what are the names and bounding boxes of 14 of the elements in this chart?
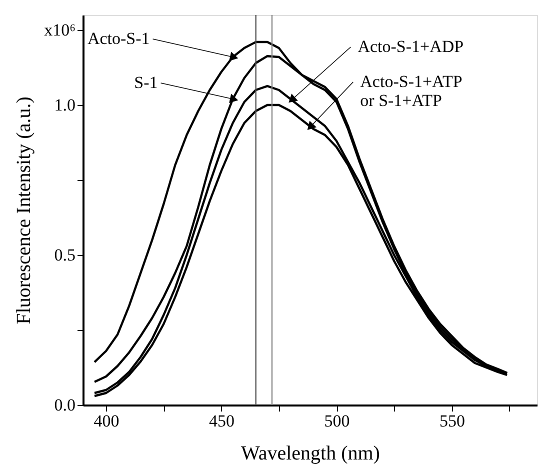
y-tick-label: 0.5	[54, 246, 76, 264]
x-tick-label: 450	[209, 412, 235, 430]
y-tick-label: x10⁶	[44, 20, 76, 40]
annotation: Acto-S-1	[87, 29, 150, 48]
x-tick-label: 500	[324, 412, 350, 430]
y-axis-title: Fluorescence Intensity (a.u.)	[13, 96, 36, 324]
x-tick-label: 550	[439, 412, 465, 430]
annotation: Acto-S-1+ADP	[358, 37, 464, 56]
annotation: S-1	[134, 73, 158, 92]
annotation: Acto-S-1+ATP or S-1+ATP	[360, 72, 462, 110]
y-tick-label: 1.0	[54, 96, 76, 114]
x-axis-title: Wavelength (nm)	[241, 442, 380, 464]
x-tick-label: 400	[94, 412, 120, 430]
y-tick-label: 0.0	[54, 396, 76, 414]
